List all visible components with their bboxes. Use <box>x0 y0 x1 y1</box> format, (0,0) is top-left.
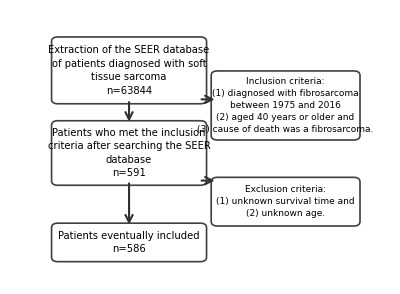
FancyBboxPatch shape <box>52 37 206 104</box>
Text: Patients eventually included
n=586: Patients eventually included n=586 <box>58 230 200 254</box>
FancyBboxPatch shape <box>52 223 206 262</box>
FancyBboxPatch shape <box>52 121 206 185</box>
Text: Patients who met the inclusion
criteria after searching the SEER
database
n=591: Patients who met the inclusion criteria … <box>48 128 210 178</box>
Text: Extraction of the SEER database
of patients diagnosed with soft
tissue sarcoma
n: Extraction of the SEER database of patie… <box>48 45 210 96</box>
Text: Inclusion criteria:
(1) diagnosed with fibrosarcoma
between 1975 and 2016
(2) ag: Inclusion criteria: (1) diagnosed with f… <box>198 77 374 134</box>
FancyBboxPatch shape <box>211 177 360 226</box>
Text: Exclusion criteria:
(1) unknown survival time and
(2) unknown age.: Exclusion criteria: (1) unknown survival… <box>216 185 355 218</box>
FancyBboxPatch shape <box>211 71 360 140</box>
